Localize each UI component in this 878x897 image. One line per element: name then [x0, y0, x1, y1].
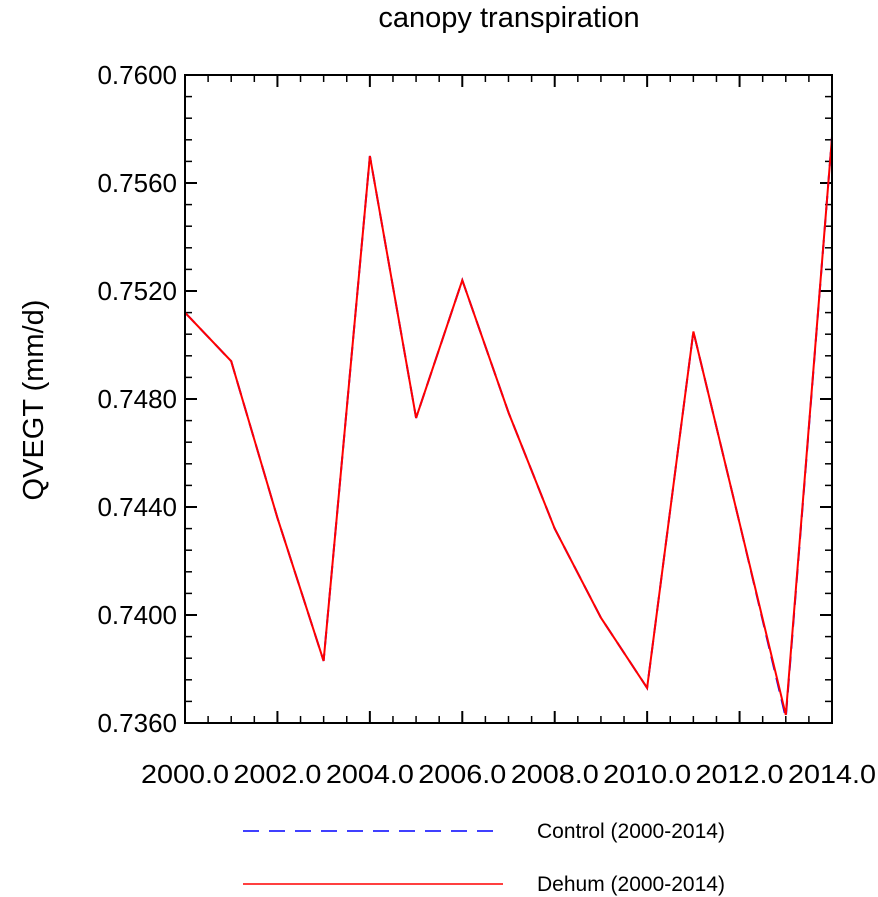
x-tick-label: 2006.0 — [418, 759, 506, 789]
chart-title: canopy transpiration — [378, 2, 639, 34]
y-tick-label: 0.7520 — [97, 276, 177, 306]
x-tick-label: 2010.0 — [603, 759, 691, 789]
y-tick-label: 0.7360 — [97, 708, 177, 738]
y-tick-label: 0.7600 — [97, 60, 177, 90]
x-tick-label: 2014.0 — [788, 759, 876, 789]
x-tick-label: 2004.0 — [326, 759, 414, 789]
y-tick-label: 0.7400 — [97, 600, 177, 630]
legend-label: Dehum (2000-2014) — [537, 873, 725, 896]
plot-frame — [184, 74, 833, 724]
tick-labels: 0.7360 0.7400 0.7440 0.7480 0.7520 0.7560 0.76… — [97, 60, 876, 789]
x-tick-label: 2008.0 — [511, 759, 599, 789]
series-line-control — [184, 137, 833, 718]
y-tick-label: 0.7560 — [97, 168, 177, 198]
legend: Control (2000-2014) Dehum (2000-2014) — [243, 820, 725, 896]
y-tick-label: 0.7440 — [97, 492, 177, 522]
axis-ticks — [184, 74, 833, 724]
y-axis-label: QVEGT (mm/d) — [18, 300, 50, 501]
y-tick-label: 0.7480 — [97, 384, 177, 414]
x-tick-label: 2000.0 — [141, 759, 229, 789]
series-line-dehum — [184, 137, 833, 716]
x-tick-label: 2002.0 — [233, 759, 321, 789]
plot-lines — [184, 137, 833, 718]
legend-label: Control (2000-2014) — [537, 820, 725, 843]
x-tick-label: 2012.0 — [696, 759, 784, 789]
